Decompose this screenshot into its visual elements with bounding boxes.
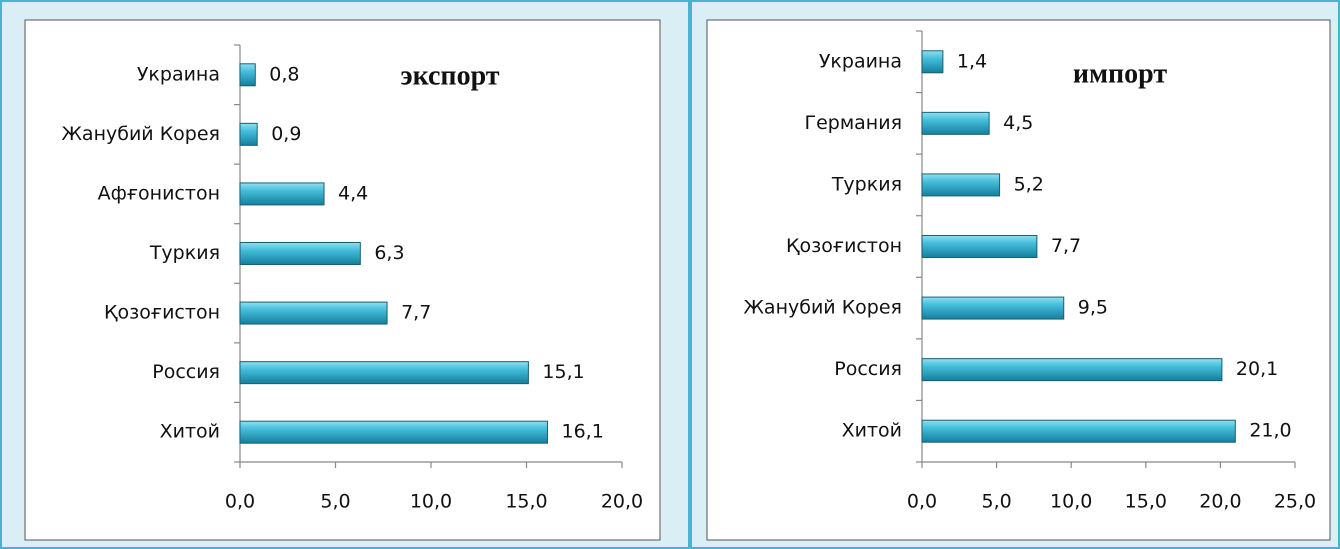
y-tick-label: Украина	[137, 63, 220, 85]
x-tick-label: 15,0	[505, 491, 547, 513]
value-label: 16,1	[562, 421, 604, 443]
x-tick-label: 10,0	[410, 491, 452, 513]
bar	[239, 301, 388, 325]
panel	[24, 19, 661, 541]
y-tick-label: Хитой	[842, 420, 902, 442]
value-label: 9,5	[1078, 297, 1108, 319]
value-label: 20,1	[1236, 358, 1278, 380]
bar	[921, 358, 1223, 382]
bar	[921, 111, 990, 135]
y-tick-label: Қозоғистон	[104, 302, 220, 324]
y-tick-label: Россия	[834, 358, 902, 380]
value-label: 0,8	[269, 63, 299, 85]
y-tick-label: Туркия	[831, 173, 902, 195]
bar	[921, 50, 944, 74]
x-tick-label: 5,0	[981, 491, 1011, 513]
bar	[239, 361, 529, 385]
bar	[921, 419, 1236, 443]
bar	[239, 63, 256, 87]
x-tick-label: 0,0	[907, 491, 937, 513]
x-tick-label: 20,0	[1199, 491, 1241, 513]
value-label: 5,2	[1014, 173, 1044, 195]
y-tick-label: Жанубий Корея	[743, 297, 902, 319]
x-tick-label: 15,0	[1125, 491, 1167, 513]
y-tick-label: Украина	[819, 50, 902, 72]
bar	[921, 173, 1001, 197]
bar	[239, 182, 325, 206]
chart-title: импорт	[1073, 58, 1168, 89]
y-tick-label: Афғонистон	[98, 182, 220, 204]
chart-title: экспорт	[400, 60, 499, 91]
y-tick-label: Жанубий Корея	[61, 123, 220, 145]
value-label: 21,0	[1249, 420, 1291, 442]
frame	[690, 0, 1340, 549]
bar	[239, 420, 549, 444]
x-tick-label: 25,0	[1274, 491, 1316, 513]
frame	[0, 0, 690, 549]
bar	[921, 235, 1038, 258]
y-tick-label: Хитой	[160, 421, 220, 443]
value-label: 15,1	[542, 361, 584, 383]
y-tick-label: Қозоғистон	[786, 235, 902, 257]
x-tick-label: 5,0	[320, 491, 350, 513]
x-tick-label: 10,0	[1050, 491, 1092, 513]
value-label: 4,5	[1003, 112, 1033, 134]
value-label: 4,4	[338, 182, 368, 204]
bar	[239, 242, 361, 265]
value-label: 7,7	[1051, 235, 1081, 257]
x-tick-label: 20,0	[601, 491, 643, 513]
bar	[239, 122, 258, 146]
y-tick-label: Россия	[152, 361, 220, 383]
y-tick-label: Туркия	[149, 242, 220, 264]
x-tick-label: 0,0	[225, 491, 255, 513]
bar	[921, 296, 1065, 320]
value-label: 1,4	[957, 50, 987, 72]
value-label: 0,9	[271, 123, 301, 145]
value-label: 7,7	[401, 302, 431, 324]
value-label: 6,3	[374, 242, 404, 264]
panel	[706, 19, 1331, 541]
y-tick-label: Германия	[804, 112, 902, 134]
